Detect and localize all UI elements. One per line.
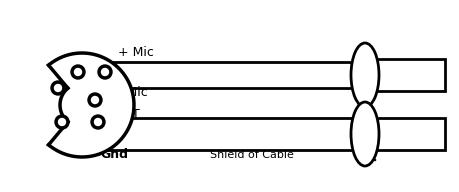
Text: - Mic: - Mic	[118, 85, 148, 98]
Ellipse shape	[351, 43, 379, 107]
Circle shape	[98, 65, 112, 79]
Polygon shape	[49, 53, 134, 157]
Text: Gnd: Gnd	[100, 148, 128, 161]
Bar	[365, 118, 445, 150]
Circle shape	[55, 84, 62, 92]
Ellipse shape	[351, 102, 379, 166]
Text: Shield of Cable: Shield of Cable	[210, 150, 294, 160]
Circle shape	[58, 118, 66, 126]
Circle shape	[101, 69, 108, 75]
Circle shape	[74, 69, 82, 75]
Bar	[365, 59, 445, 91]
Circle shape	[88, 93, 102, 107]
Circle shape	[95, 118, 101, 126]
Circle shape	[91, 97, 99, 103]
Circle shape	[91, 115, 105, 129]
Text: + Mic: + Mic	[118, 46, 154, 59]
Circle shape	[51, 81, 65, 95]
Circle shape	[55, 115, 69, 129]
Circle shape	[71, 65, 85, 79]
Text: PTT: PTT	[118, 108, 141, 122]
